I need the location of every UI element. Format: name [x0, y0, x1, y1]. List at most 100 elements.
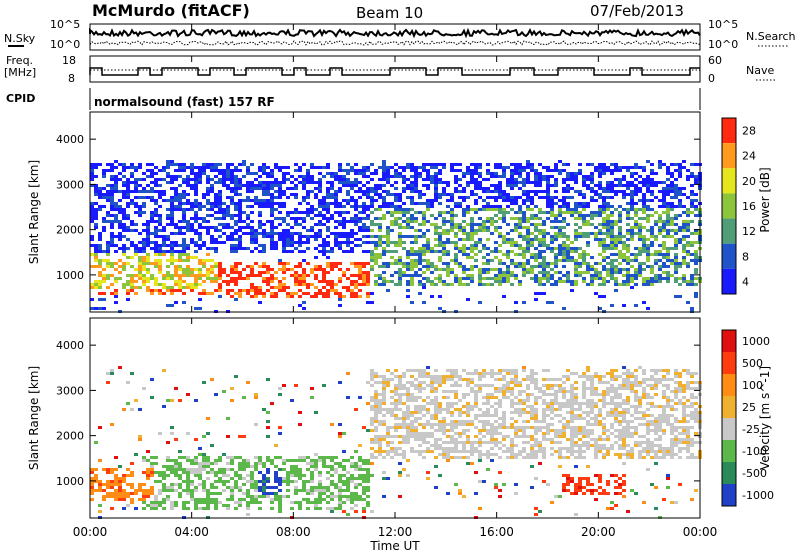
heatmap-cell [466, 211, 470, 214]
heatmap-cell [546, 178, 550, 181]
heatmap-cell [222, 232, 226, 235]
heatmap-cell [210, 187, 214, 190]
heatmap-cell [626, 274, 630, 277]
heatmap-cell [134, 190, 138, 193]
heatmap-cell [454, 393, 458, 396]
heatmap-cell [450, 456, 454, 459]
heatmap-cell [202, 486, 206, 489]
heatmap-cell [494, 486, 498, 489]
heatmap-cell [130, 166, 134, 169]
heatmap-cell [94, 190, 98, 193]
heatmap-cell [314, 295, 318, 298]
heatmap-cell [454, 277, 458, 280]
heatmap-cell [158, 205, 162, 208]
heatmap-cell [626, 169, 630, 172]
heatmap-cell [630, 238, 634, 241]
heatmap-cell [142, 172, 146, 175]
heatmap-cell [210, 486, 214, 489]
heatmap-cell [334, 495, 338, 498]
heatmap-cell [410, 396, 414, 399]
heatmap-cell [274, 492, 278, 495]
heatmap-cell [526, 181, 530, 184]
heatmap-cell [110, 193, 114, 196]
heatmap-cell [254, 196, 258, 199]
heatmap-cell [146, 175, 150, 178]
heatmap-cell [426, 238, 430, 241]
heatmap-cell [306, 235, 310, 238]
heatmap-cell [690, 232, 694, 235]
heatmap-cell [682, 256, 686, 259]
heatmap-cell [182, 268, 186, 271]
heatmap-cell [626, 181, 630, 184]
heatmap-cell [126, 474, 130, 477]
heatmap-cell [398, 223, 402, 226]
heatmap-cell [370, 474, 374, 477]
heatmap-cell [406, 283, 410, 286]
heatmap-cell [330, 483, 334, 486]
heatmap-cell [378, 208, 382, 211]
heatmap-cell [434, 196, 438, 199]
heatmap-cell [130, 220, 134, 223]
heatmap-cell [166, 399, 170, 402]
heatmap-cell [622, 178, 626, 181]
heatmap-cell [418, 435, 422, 438]
heatmap-cell [366, 474, 370, 477]
heatmap-cell [502, 217, 506, 220]
heatmap-cell [590, 232, 594, 235]
heatmap-cell [546, 190, 550, 193]
heatmap-cell [338, 474, 342, 477]
heatmap-cell [266, 486, 270, 489]
heatmap-cell [350, 507, 354, 510]
heatmap-cell [122, 477, 126, 480]
heatmap-cell [134, 244, 138, 247]
heatmap-cell [314, 489, 318, 492]
heatmap-cell [354, 181, 358, 184]
heatmap-cell [238, 184, 242, 187]
heatmap-cell [102, 193, 106, 196]
heatmap-cell [282, 172, 286, 175]
heatmap-cell [142, 178, 146, 181]
heatmap-cell [98, 483, 102, 486]
heatmap-cell [526, 205, 530, 208]
heatmap-cell [178, 229, 182, 232]
heatmap-cell [458, 399, 462, 402]
heatmap-cell [190, 468, 194, 471]
heatmap-cell [254, 393, 258, 396]
heatmap-cell [142, 387, 146, 390]
heatmap-cell [398, 205, 402, 208]
heatmap-cell [426, 432, 430, 435]
heatmap-cell [354, 214, 358, 217]
heatmap-cell [694, 295, 698, 298]
heatmap-cell [478, 450, 482, 453]
heatmap-cell [238, 274, 242, 277]
heatmap-cell [478, 301, 482, 304]
heatmap-cell [330, 474, 334, 477]
heatmap-cell [190, 462, 194, 465]
heatmap-cell [674, 190, 678, 193]
heatmap-cell [506, 199, 510, 202]
heatmap-cell [186, 459, 190, 462]
heatmap-cell [418, 384, 422, 387]
heatmap-cell [374, 259, 378, 262]
heatmap-cell [178, 175, 182, 178]
heatmap-cell [194, 202, 198, 205]
heatmap-cell [194, 462, 198, 465]
heatmap-cell [694, 268, 698, 271]
heatmap-cell [350, 205, 354, 208]
heatmap-cell [522, 166, 526, 169]
heatmap-cell [278, 507, 282, 510]
heatmap-cell [310, 489, 314, 492]
heatmap-cell [682, 274, 686, 277]
heatmap-cell [422, 223, 426, 226]
heatmap-cell [414, 405, 418, 408]
heatmap-cell [182, 196, 186, 199]
heatmap-cell [630, 199, 634, 202]
heatmap-cell [542, 178, 546, 181]
heatmap-cell [218, 169, 222, 172]
heatmap-cell [534, 217, 538, 220]
heatmap-cell [150, 289, 154, 292]
heatmap-cell [250, 289, 254, 292]
heatmap-cell [426, 408, 430, 411]
heatmap-cell [214, 199, 218, 202]
heatmap-cell [642, 184, 646, 187]
